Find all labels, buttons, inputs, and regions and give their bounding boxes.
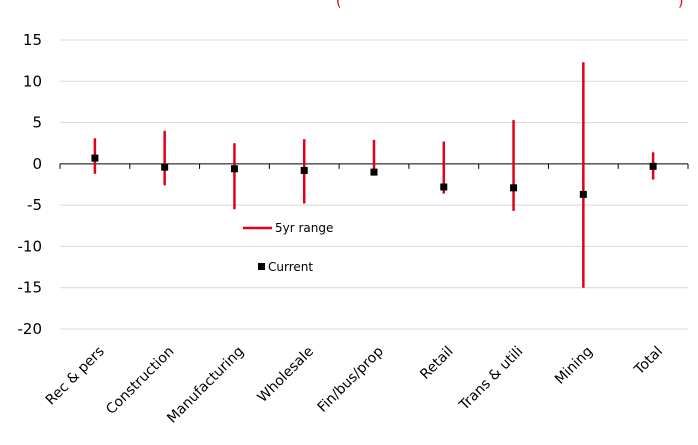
y-tick-label: -15 <box>18 279 43 297</box>
current-marker-2 <box>230 165 238 173</box>
x-tick-label: Fin/bus/prop <box>315 343 387 415</box>
x-tick-label: Retail <box>417 344 456 383</box>
gridlines <box>60 39 688 330</box>
current-marker-4 <box>370 168 378 176</box>
y-tick-label: -10 <box>18 237 43 255</box>
x-tick-label: Wholesale <box>255 344 317 406</box>
y-tick-label: 15 <box>23 31 42 49</box>
legend-current-label: Current <box>268 260 313 274</box>
y-tick-label: -20 <box>18 320 43 338</box>
current-marker-7 <box>579 190 587 198</box>
y-tick-label: 0 <box>32 155 42 173</box>
x-tick-label: Construction <box>103 344 177 418</box>
title-fragment-close: ) <box>678 0 683 10</box>
x-tick-label: Rec & pers <box>43 344 108 409</box>
x-tick-label: Manufacturing <box>164 344 247 427</box>
current-marker-8 <box>649 162 657 170</box>
legend: 5yr range Current <box>243 221 333 274</box>
legend-current-swatch <box>258 263 265 270</box>
y-tick-labels: 15 10 5 0 -5 -10 -15 -20 <box>18 31 43 338</box>
y-tick-label: 5 <box>32 114 42 132</box>
current-marker-0 <box>91 154 99 162</box>
current-markers <box>91 154 657 198</box>
current-marker-5 <box>440 183 448 191</box>
x-tick-label: Mining <box>552 344 596 388</box>
legend-range-label: 5yr range <box>275 221 333 235</box>
current-marker-3 <box>300 166 308 174</box>
current-marker-1 <box>161 163 169 171</box>
x-tick-label: Total <box>631 344 666 379</box>
x-tick-label: Trans & utili <box>456 344 527 415</box>
current-marker-6 <box>510 184 518 192</box>
y-tick-label: -5 <box>27 196 42 214</box>
title-fragment-open: ( <box>336 0 341 10</box>
y-tick-label: 10 <box>23 72 42 90</box>
